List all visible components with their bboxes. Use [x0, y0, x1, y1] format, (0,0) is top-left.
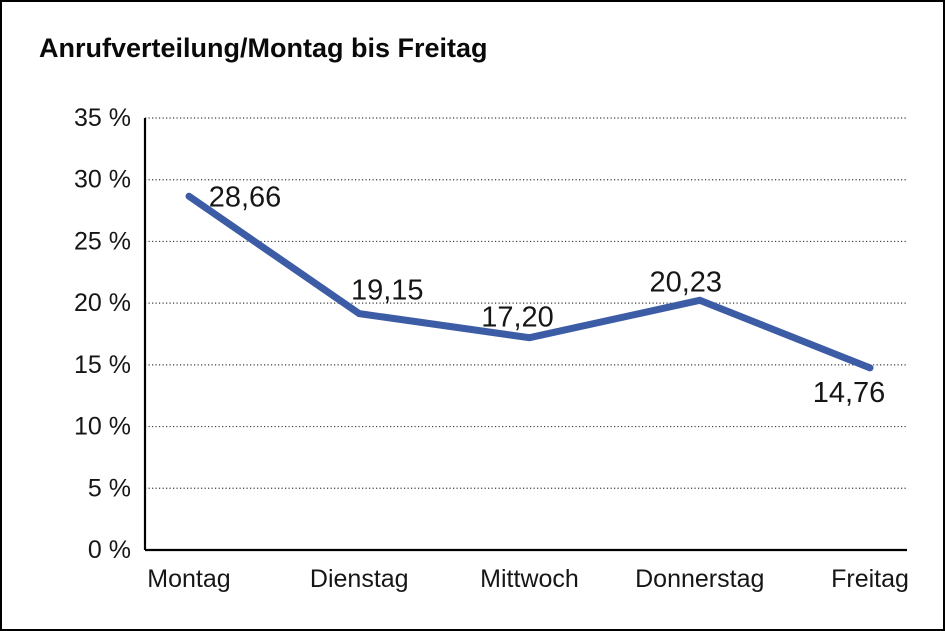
x-axis-category-label: Donnerstag	[635, 565, 764, 593]
x-axis-category-label: Mittwoch	[480, 565, 579, 593]
y-axis-tick-label: 15 %	[74, 351, 131, 379]
x-axis-category-label: Freitag	[831, 565, 909, 593]
axes	[143, 118, 907, 552]
labels: 0 % 5 % 10 % 15 % 20 % 25 % 30 % 35 % 28,66 19,15…	[74, 104, 909, 593]
data-line	[185, 192, 874, 372]
y-axis-tick-label: 10 %	[74, 413, 131, 441]
x-axis-category-label: Dienstag	[310, 565, 409, 593]
data-point-label: 20,23	[649, 266, 722, 298]
y-axis-tick-label: 20 %	[74, 289, 131, 317]
data-point-label: 28,66	[209, 181, 282, 213]
y-axis-tick-label: 0 %	[88, 536, 131, 564]
y-axis-tick-label: 5 %	[88, 474, 131, 502]
data-point-label: 14,76	[813, 377, 886, 409]
x-axis-category-label: Montag	[147, 565, 230, 593]
data-point-label: 19,15	[351, 275, 424, 307]
data-point-label: 17,20	[481, 302, 554, 334]
y-axis-tick-label: 35 %	[74, 104, 131, 132]
y-axis-tick-label: 25 %	[74, 227, 131, 255]
y-axis-tick-label: 30 %	[74, 166, 131, 194]
chart-title: Anrufverteilung/Montag bis Freitag	[39, 33, 488, 63]
data-series	[185, 192, 874, 372]
gridlines	[145, 117, 907, 489]
